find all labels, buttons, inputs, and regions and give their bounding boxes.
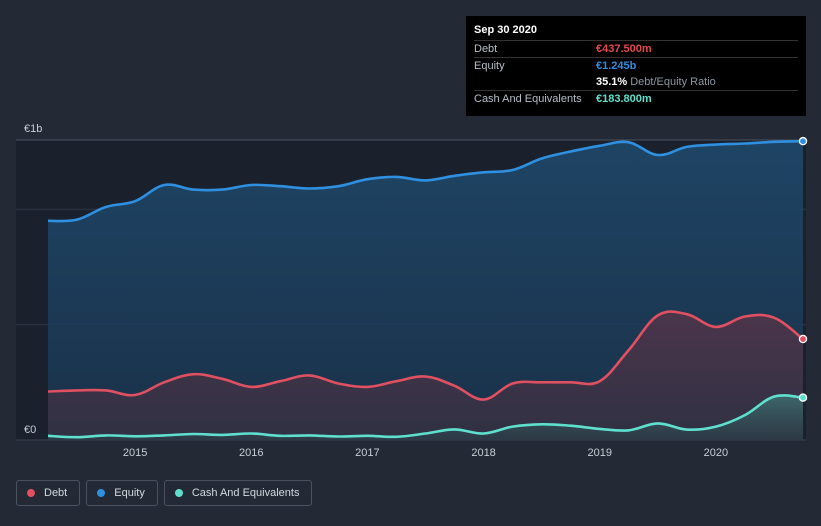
legend-dot-icon [97,489,106,497]
tooltip-subtext: Debt/Equity Ratio [630,76,716,88]
equity-end-marker[interactable] [798,136,808,146]
legend-dot-icon [174,489,183,497]
equity-area [48,141,803,440]
legend-item-cash[interactable]: Cash And Equivalents [163,480,313,506]
x-tick-label: 2019 [587,447,611,459]
legend-dot-icon [27,489,35,497]
legend-item-debt[interactable]: Debt [16,480,81,506]
x-tick-label: 2015 [123,447,147,459]
legend-label: Equity [114,487,145,499]
tooltip-key: Cash And Equivalents [474,93,582,105]
debt-end-marker[interactable] [798,334,808,344]
tooltip-value: €1.245b [596,60,637,72]
tooltip-value: €437.500m [596,43,652,55]
tooltip-date: Sep 30 2020 [474,24,537,36]
x-tick-label: 2016 [239,447,263,459]
tooltip-panel: Sep 30 2020 Debt €437.500m Equity €1.245… [466,16,806,116]
x-tick-label: 2020 [704,447,728,459]
cash-and-equivalents-line [47,394,804,439]
legend-item-equity[interactable]: Equity [86,480,158,506]
debt-area [48,311,803,440]
tooltip-key: Equity [474,60,505,72]
tooltip-value: 35.1% [596,76,628,88]
tooltip-row-cash: Cash And Equivalents €183.800m [474,90,798,107]
tooltip-row-ratio: 35.1% Debt/Equity Ratio [474,74,798,90]
cash-and-equivalents-end-marker[interactable] [798,393,808,402]
equity-line [47,139,804,223]
y-tick-label: €1b [24,123,42,135]
cash-and-equivalents-area [48,395,803,440]
x-tick-label: 2018 [471,447,495,459]
legend-label: Cash And Equivalents [191,487,300,499]
series-areas [48,141,803,440]
debt-line [47,310,804,401]
end-markers [798,136,808,402]
series-lines [47,139,804,439]
tooltip-row-debt: Debt €437.500m [474,40,798,57]
legend-label: Debt [44,487,68,499]
chart-legend: Debt Equity Cash And Equivalents [16,480,313,506]
y-tick-label: €0 [24,424,36,436]
tooltip-key: Debt [474,43,498,55]
x-tick-label: 2017 [355,447,379,459]
tooltip-row-equity: Equity €1.245b [474,57,798,74]
axis-labels: 2015 2016 2017 2018 2019 2020 €1b €0 [24,123,728,459]
tooltip-value: €183.800m [596,93,652,105]
